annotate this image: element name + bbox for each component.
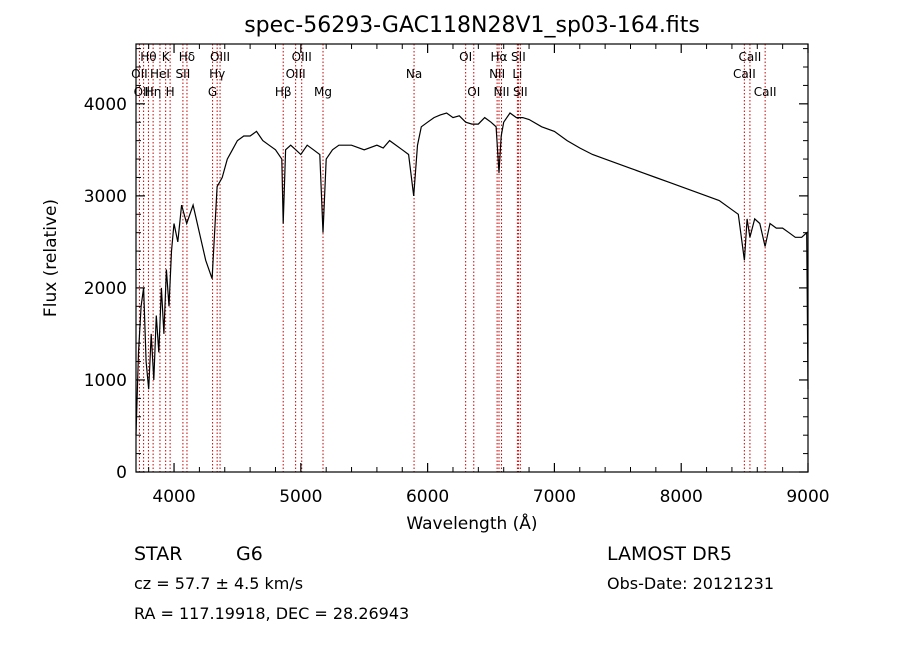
line-label-16: Na	[406, 67, 422, 81]
y-axis: 0 1000 2000 3000 4000	[84, 48, 808, 483]
x-tick-label-6000: 6000	[406, 487, 449, 507]
line-label-3: Hη	[145, 85, 162, 99]
survey-name: LAMOST DR5	[607, 543, 732, 565]
line-label-23: Li	[512, 67, 522, 81]
line-label-15: Mg	[314, 85, 332, 99]
line-label-7: Hδ	[179, 50, 195, 64]
line-label-20: NII	[489, 67, 505, 81]
line-label-26: CaII	[733, 67, 756, 81]
line-label-0: Hθ	[140, 50, 156, 64]
coordinates-readout: RA = 117.19918, DEC = 28.26943	[134, 604, 409, 623]
line-label-9: OIII	[210, 50, 230, 64]
line-label-21: NII	[494, 85, 510, 99]
line-label-11: G	[208, 85, 217, 99]
chart-title: spec-56293-GAC118N28V1_sp03-164.fits	[244, 13, 700, 38]
line-label-25: CaII	[739, 50, 762, 64]
plot-frame	[135, 43, 809, 473]
y-tick-label-2000: 2000	[84, 279, 127, 299]
y-tick-label-0: 0	[116, 463, 127, 483]
line-label-19: Hα	[491, 50, 508, 64]
line-label-10: Hγ	[209, 67, 225, 81]
y-axis-title: Flux (relative)	[41, 199, 61, 317]
line-label-6: H	[166, 85, 175, 99]
y-tick-label-3000: 3000	[84, 187, 127, 207]
x-tick-label-4000: 4000	[152, 487, 195, 507]
subclass: G6	[236, 543, 263, 565]
x-axis: 4000 5000 6000 7000 8000 9000	[148, 44, 830, 507]
line-label-1: OII	[131, 67, 148, 81]
line-label-12: OIII	[292, 50, 312, 64]
line-label-2: OIII	[134, 85, 154, 99]
line-label-18: OI	[467, 85, 480, 99]
spectrum-line	[135, 112, 809, 436]
line-label-17: OI	[459, 50, 472, 64]
redshift-readout: cz = 57.7 ± 4.5 km/s	[134, 574, 303, 593]
observation-date: Obs-Date: 20121231	[607, 574, 774, 593]
line-label-14: Hβ	[275, 85, 292, 99]
x-tick-label-5000: 5000	[279, 487, 322, 507]
x-tick-label-9000: 9000	[786, 487, 829, 507]
line-label-24: SII	[513, 85, 528, 99]
line-markers	[138, 44, 766, 472]
x-axis-title: Wavelength (Å)	[406, 512, 537, 534]
line-label-8: SII	[176, 67, 191, 81]
y-tick-label-4000: 4000	[84, 95, 127, 115]
y-tick-label-1000: 1000	[84, 371, 127, 391]
line-label-13: OIII	[286, 67, 306, 81]
x-tick-label-7000: 7000	[533, 487, 576, 507]
object-class: STAR	[134, 543, 182, 565]
line-label-5: HeI	[150, 67, 170, 81]
line-label-22: SII	[511, 50, 526, 64]
line-label-4: K	[162, 50, 171, 64]
x-tick-label-8000: 8000	[660, 487, 703, 507]
line-label-27: CaII	[754, 85, 777, 99]
